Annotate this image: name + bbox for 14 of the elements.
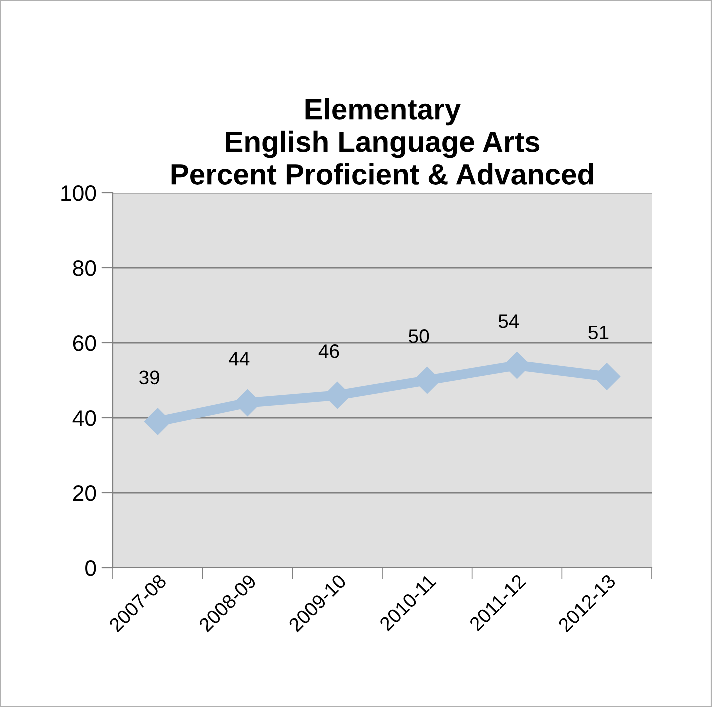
point — [144, 408, 172, 436]
data-label: 50 — [409, 330, 430, 344]
data-label: 46 — [318, 344, 340, 358]
y-tick-label: 60 — [73, 336, 96, 352]
data-label: 51 — [588, 326, 609, 340]
data-label: 54 — [498, 314, 520, 328]
y-tick-label: 40 — [72, 410, 96, 426]
data-label: 39 — [140, 370, 160, 385]
data-label: 44 — [229, 352, 250, 366]
y-tick-label: 0 — [86, 560, 96, 576]
y-tick-label: 80 — [73, 260, 96, 276]
y-tick-label: 20 — [73, 486, 96, 502]
chart-title: Elementary English Language Arts Percent Proficient & Advanced — [172, 98, 594, 185]
y-tick-label: 100 — [62, 186, 96, 202]
